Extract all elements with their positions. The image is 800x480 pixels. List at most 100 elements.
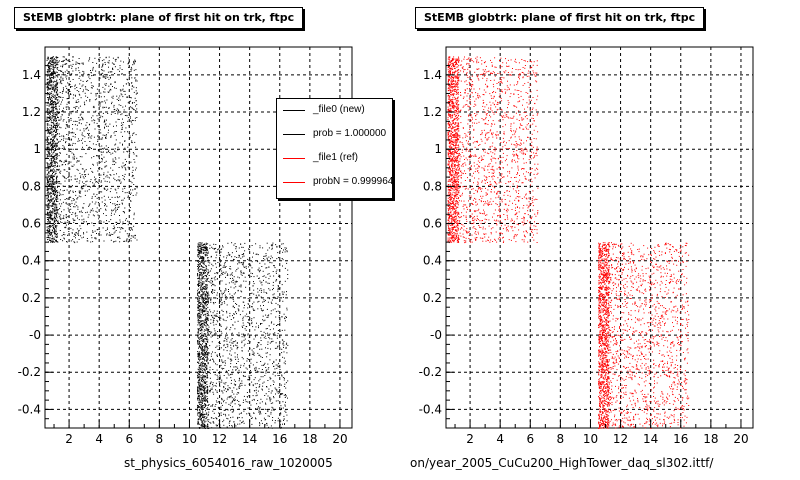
data-point xyxy=(274,375,276,377)
data-point xyxy=(58,215,60,217)
data-point xyxy=(82,75,84,77)
data-point xyxy=(251,353,253,355)
data-point xyxy=(206,286,208,288)
data-point xyxy=(223,301,225,302)
data-point xyxy=(284,423,285,425)
data-point xyxy=(197,294,198,296)
data-point xyxy=(101,111,102,113)
data-point xyxy=(200,282,202,284)
data-point xyxy=(265,314,267,316)
data-point xyxy=(115,162,117,164)
data-point xyxy=(259,354,261,356)
data-point xyxy=(104,134,106,136)
data-point xyxy=(104,62,106,63)
data-point xyxy=(270,413,272,415)
data-point xyxy=(133,212,135,214)
data-point xyxy=(199,246,201,248)
data-point xyxy=(231,390,233,392)
data-point xyxy=(216,272,218,274)
data-point xyxy=(262,382,264,384)
data-point xyxy=(199,302,200,304)
data-point xyxy=(264,335,266,337)
data-point xyxy=(206,335,208,337)
data-point xyxy=(50,141,51,143)
data-point xyxy=(57,57,59,58)
data-point xyxy=(62,61,64,63)
data-point xyxy=(227,357,229,359)
data-point xyxy=(46,179,48,181)
data-point xyxy=(57,181,59,183)
data-point xyxy=(46,118,48,120)
data-point xyxy=(218,372,219,374)
data-point xyxy=(74,124,76,126)
data-point xyxy=(52,218,54,220)
data-point xyxy=(77,233,79,235)
data-point xyxy=(74,158,75,160)
data-point xyxy=(205,301,206,303)
data-point xyxy=(115,60,117,62)
data-point xyxy=(55,182,57,184)
data-point xyxy=(50,180,52,182)
data-point xyxy=(54,220,56,222)
data-point xyxy=(200,407,202,409)
data-point xyxy=(279,287,281,289)
data-point xyxy=(204,395,206,397)
data-point xyxy=(58,183,60,184)
data-point xyxy=(47,88,49,90)
data-point xyxy=(49,68,51,70)
data-point xyxy=(52,203,54,205)
data-point xyxy=(55,145,57,147)
data-point xyxy=(54,137,55,139)
data-point xyxy=(52,182,54,184)
data-point xyxy=(248,284,250,286)
data-point xyxy=(239,255,240,257)
data-point xyxy=(233,279,235,281)
data-point xyxy=(199,313,201,315)
data-point xyxy=(234,366,236,368)
data-point xyxy=(133,177,135,179)
data-point xyxy=(53,126,54,127)
data-point xyxy=(127,102,129,104)
data-point xyxy=(198,305,199,307)
data-point xyxy=(207,398,209,399)
data-point xyxy=(265,276,267,278)
data-point xyxy=(118,100,119,101)
data-point xyxy=(260,356,262,358)
data-point xyxy=(114,108,116,110)
data-point xyxy=(199,243,201,245)
data-point xyxy=(241,263,243,265)
data-point xyxy=(128,66,130,68)
data-point xyxy=(63,161,65,163)
data-point xyxy=(247,303,249,305)
data-point xyxy=(242,318,244,320)
data-point xyxy=(278,288,280,290)
data-point xyxy=(201,273,203,275)
data-point xyxy=(265,413,267,414)
data-point xyxy=(56,75,57,77)
data-point xyxy=(201,329,203,331)
data-point xyxy=(66,103,68,105)
data-point xyxy=(80,97,82,99)
data-point xyxy=(202,384,204,386)
data-point xyxy=(98,196,100,198)
data-point xyxy=(72,229,74,231)
data-point xyxy=(207,328,209,330)
data-point xyxy=(216,334,218,336)
data-point xyxy=(100,138,102,140)
data-point xyxy=(198,423,200,425)
data-point xyxy=(207,272,209,273)
data-point xyxy=(206,386,208,388)
data-point xyxy=(197,395,199,397)
data-point xyxy=(74,213,76,215)
data-point xyxy=(47,128,49,130)
data-point xyxy=(248,259,250,261)
data-point xyxy=(233,244,235,246)
data-point xyxy=(101,138,103,140)
data-point xyxy=(202,346,204,348)
data-point xyxy=(210,405,212,407)
data-point xyxy=(197,376,199,378)
data-point xyxy=(81,85,83,87)
data-point xyxy=(224,296,226,298)
data-point xyxy=(49,92,51,94)
data-point xyxy=(203,420,205,422)
